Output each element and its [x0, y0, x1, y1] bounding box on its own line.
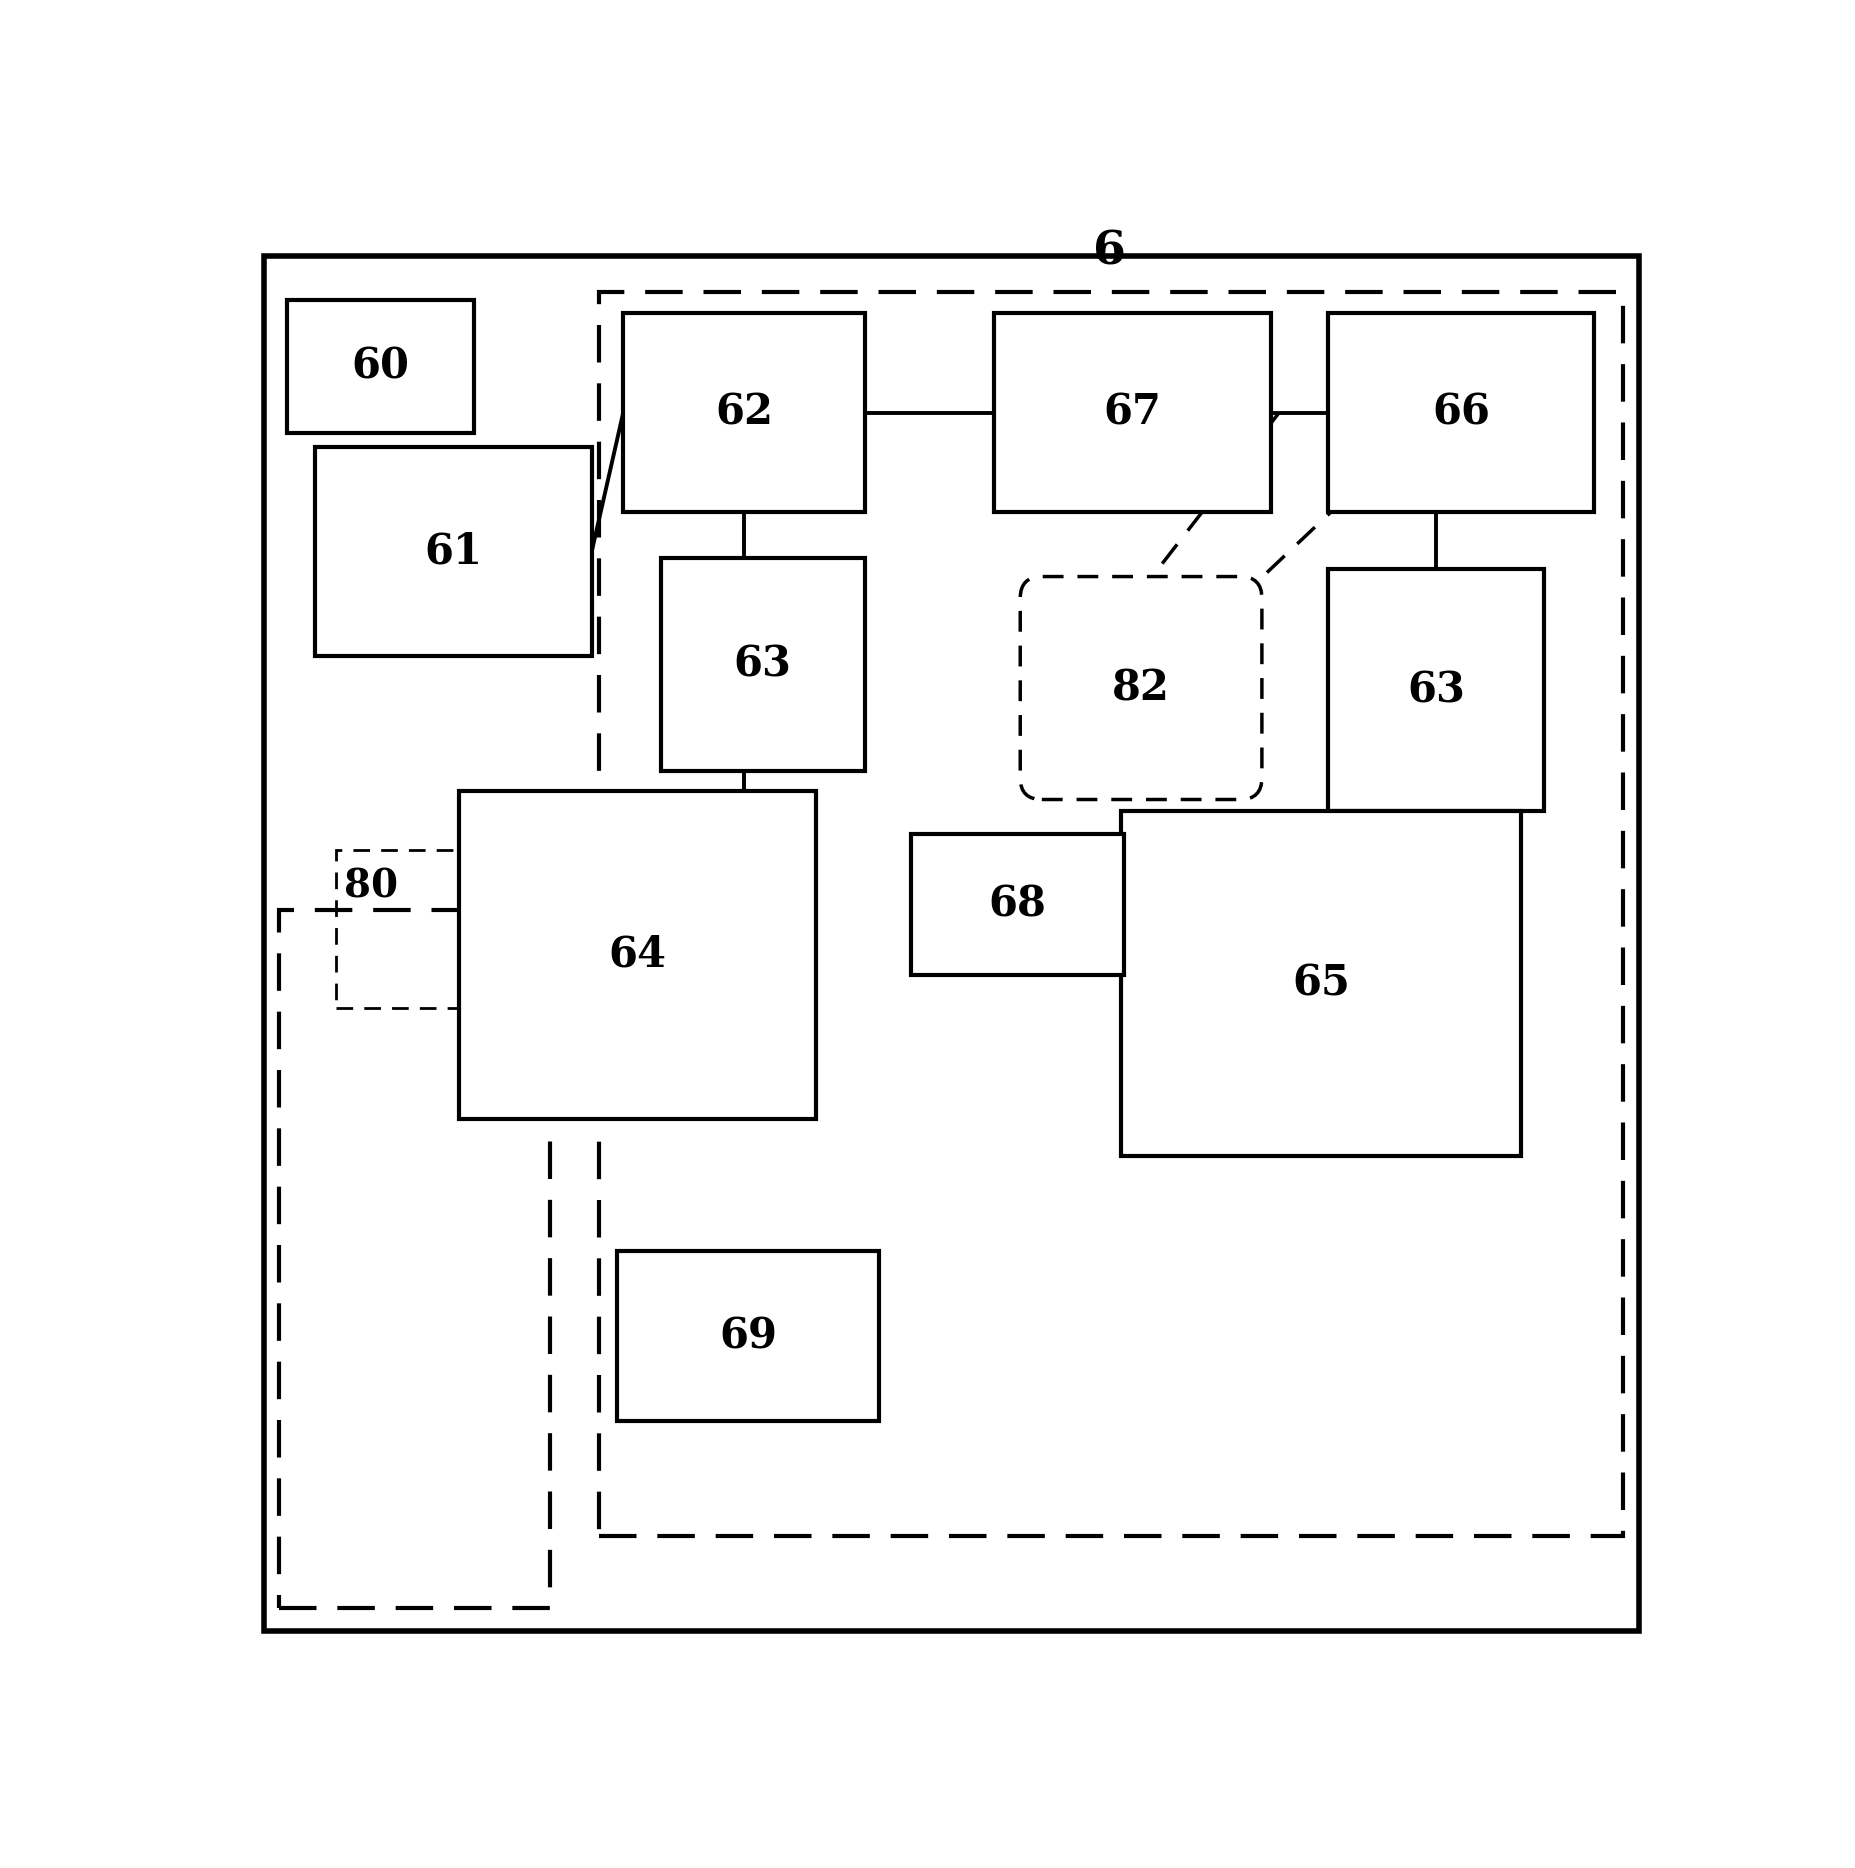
- FancyBboxPatch shape: [1020, 577, 1261, 800]
- Bar: [994, 314, 1271, 512]
- Bar: [286, 301, 473, 433]
- Bar: [623, 314, 864, 512]
- Text: 63: 63: [733, 643, 792, 686]
- Text: 80: 80: [343, 867, 399, 906]
- Bar: [599, 291, 1621, 1535]
- Text: 82: 82: [1111, 667, 1169, 710]
- Text: 68: 68: [989, 884, 1046, 925]
- Text: 65: 65: [1291, 962, 1349, 1005]
- Text: 60: 60: [351, 346, 408, 387]
- Bar: [280, 910, 549, 1608]
- Bar: [336, 850, 746, 1009]
- Bar: [618, 1252, 879, 1422]
- Bar: [458, 790, 816, 1119]
- Bar: [1120, 811, 1519, 1156]
- Text: 63: 63: [1406, 669, 1464, 712]
- Text: 67: 67: [1104, 392, 1161, 433]
- Text: 66: 66: [1432, 392, 1490, 433]
- Bar: [911, 833, 1124, 975]
- Bar: [660, 559, 864, 771]
- Text: 64: 64: [608, 934, 666, 975]
- Text: 62: 62: [714, 392, 774, 433]
- Text: 69: 69: [720, 1315, 777, 1356]
- Text: 61: 61: [425, 531, 482, 572]
- Bar: [1328, 314, 1593, 512]
- Bar: [1328, 570, 1543, 811]
- Bar: [315, 446, 592, 656]
- Text: 6: 6: [1093, 228, 1126, 275]
